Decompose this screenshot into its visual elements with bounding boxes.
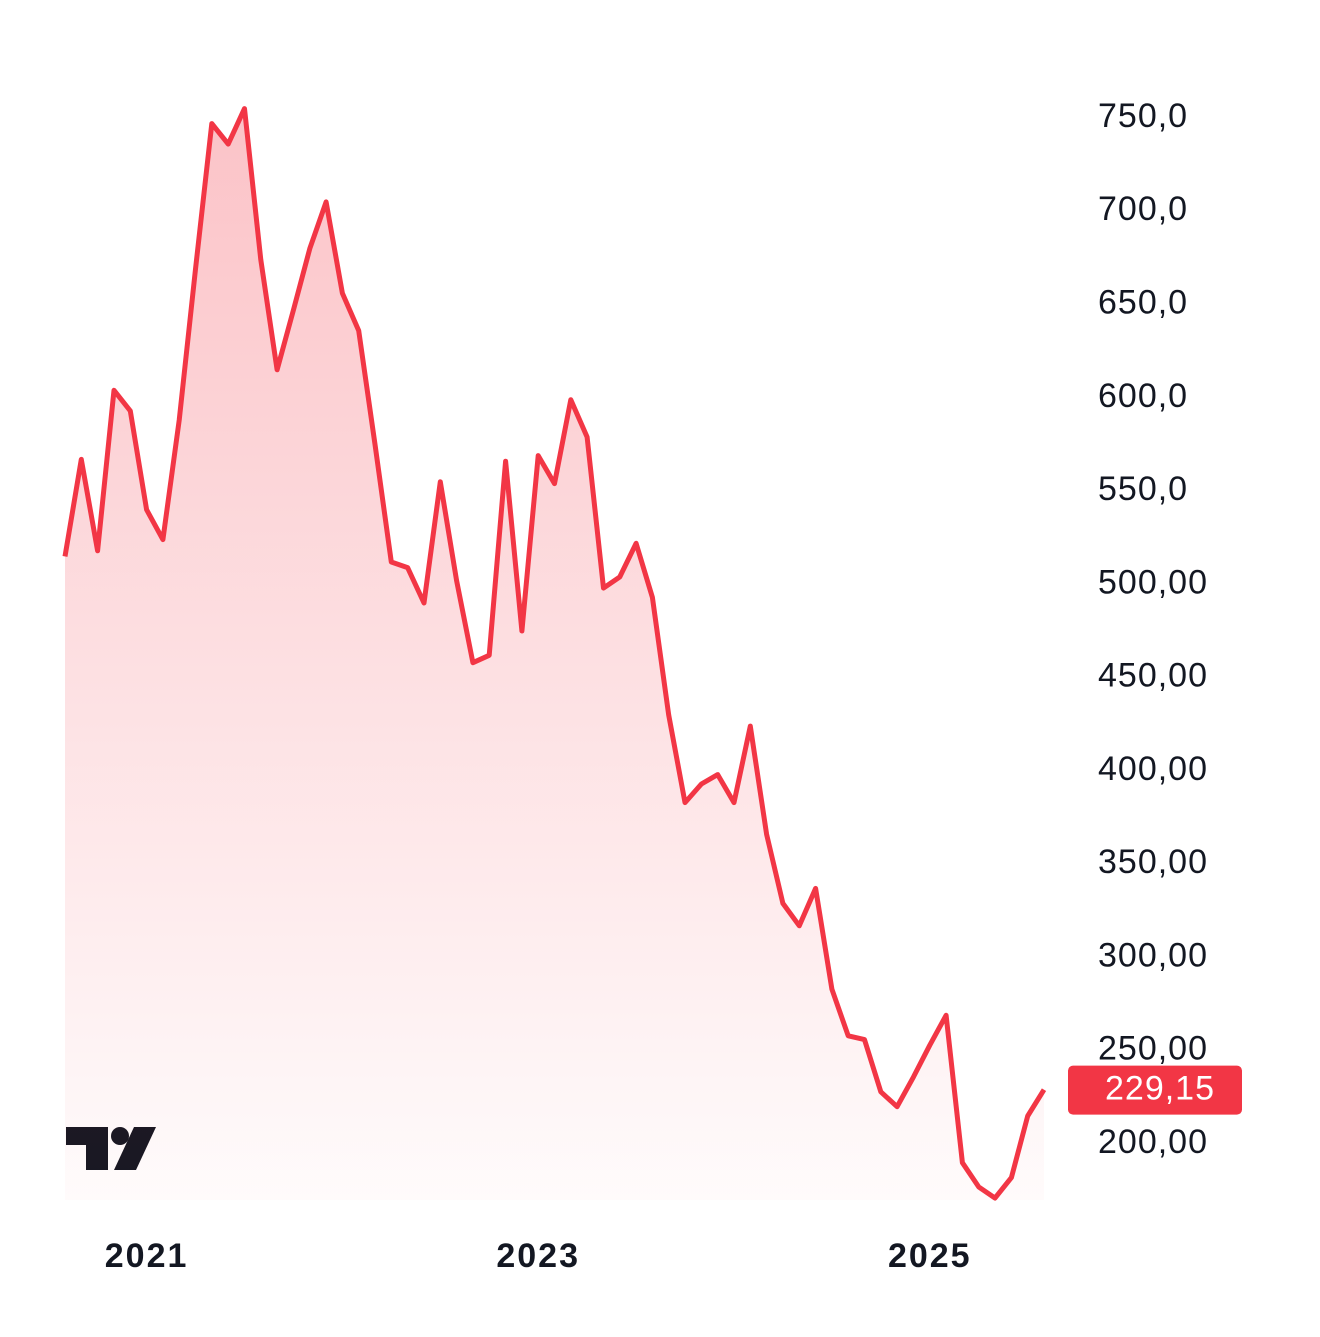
x-tick-label: 2021 [105, 1237, 189, 1275]
y-tick-label: 200,00 [1098, 1123, 1208, 1161]
y-tick-label: 250,00 [1098, 1030, 1208, 1068]
y-tick-label: 600,0 [1098, 377, 1188, 415]
y-tick-label: 550,0 [1098, 470, 1188, 508]
x-tick-label: 2025 [888, 1237, 972, 1275]
y-tick-label: 400,00 [1098, 750, 1208, 788]
price-line [62, 106, 1047, 1201]
y-tick-label: 300,00 [1098, 936, 1208, 974]
y-tick-label: 650,0 [1098, 284, 1188, 322]
y-tick-label: 750,0 [1098, 97, 1188, 135]
y-tick-label: 350,00 [1098, 843, 1208, 881]
y-tick-label: 450,00 [1098, 657, 1208, 695]
y-tick-label: 500,00 [1098, 563, 1208, 601]
area-fill [65, 108, 1044, 1201]
last-price-label: 229,15 [1105, 1070, 1215, 1108]
y-tick-label: 700,0 [1098, 190, 1188, 228]
x-tick-label: 2023 [496, 1237, 580, 1275]
last-price-badge [1068, 1065, 1242, 1115]
